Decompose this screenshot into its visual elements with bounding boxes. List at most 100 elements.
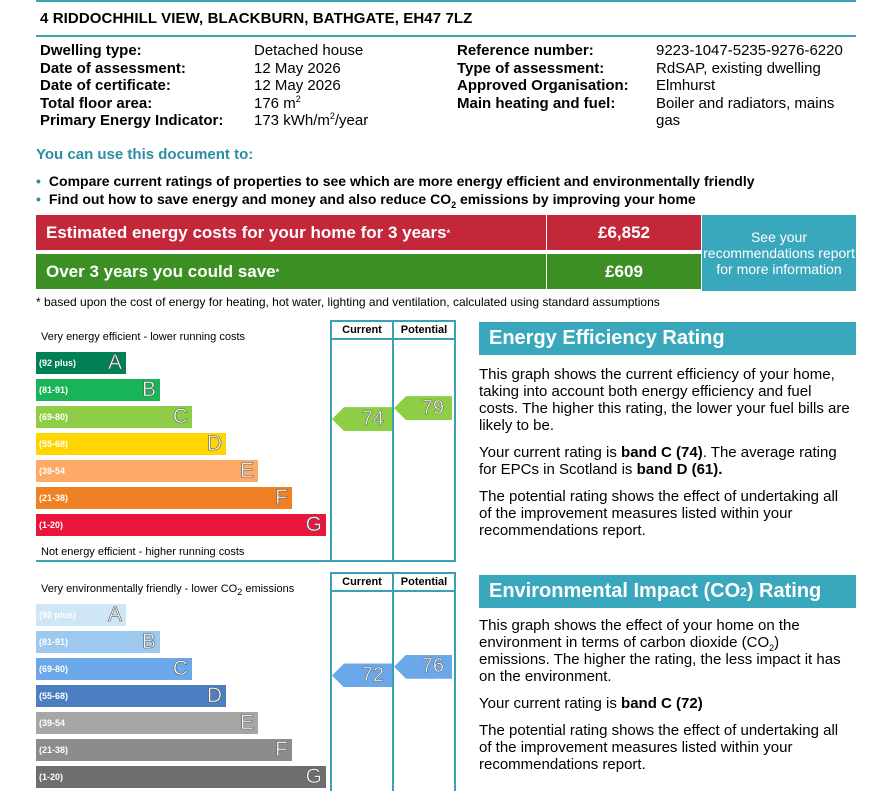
band-f: (21-38) F <box>36 738 292 762</box>
band-range: (69-80) <box>39 412 69 422</box>
energy-efficiency-text: This graph shows the current efficiency … <box>479 366 854 549</box>
eer-paragraph: Your current rating is band C (74). The … <box>479 444 837 478</box>
band-letter: D <box>206 432 223 456</box>
use-document-title: You can use this document to: <box>36 146 254 163</box>
assessment-type-value: RdSAP, existing dwelling <box>656 59 821 77</box>
band-range: (69-80) <box>39 664 69 674</box>
certificate-date-label: Date of certificate: <box>40 77 171 94</box>
assessment-date-value: 12 May 2026 <box>254 59 341 77</box>
chart-divider <box>392 572 394 791</box>
band-range: (81-91) <box>39 385 69 395</box>
band-range: (55-68) <box>39 439 69 449</box>
band-range: (21-38) <box>39 745 69 755</box>
current-column-header: Current <box>342 576 382 588</box>
band-letter: C <box>172 405 189 429</box>
band-range: (39-54 <box>39 718 66 728</box>
approved-org-label: Approved Organisation: <box>457 77 629 94</box>
band-range: (81-91) <box>39 637 69 647</box>
assessment-date-label: Date of assessment: <box>40 59 186 77</box>
details-right: Reference number: Type of assessment: Ap… <box>457 42 629 112</box>
band-letter: F <box>275 738 288 762</box>
approved-org-value: Elmhurst <box>656 77 716 94</box>
floor-area-value: 176 m2 <box>254 93 301 112</box>
cost-footnote: * based upon the cost of energy for heat… <box>36 295 660 309</box>
chart-divider <box>330 320 332 562</box>
detail-row: Dwelling type: <box>40 42 223 60</box>
environmental-impact-chart: Current Potential Very environmentally f… <box>36 572 456 791</box>
use-bullets: • Compare current ratings of properties t… <box>36 172 755 209</box>
band-range: (39-54 <box>39 466 66 476</box>
potential-rating-arrow: 79 <box>394 396 452 421</box>
band-letter: F <box>275 486 288 510</box>
estimated-cost-label-bar: Estimated energy costs for your home for… <box>36 215 546 250</box>
save-label-bar: Over 3 years you could save * <box>36 254 546 289</box>
chart-top-label: Very environmentally friendly - lower CO… <box>41 583 295 598</box>
band-letter: C <box>172 657 189 681</box>
band-e: (39-54 E <box>36 459 258 483</box>
heating-fuel-value: Boiler and radiators, mains <box>656 94 835 112</box>
reference-number-value: 9223-1047-5235-9276-6220 <box>656 42 843 59</box>
band-range: (92 plus) <box>39 358 77 368</box>
chart-divider <box>392 320 394 562</box>
band-range: (21-38) <box>39 493 69 503</box>
detail-row: Total floor area: <box>40 95 223 113</box>
heating-fuel-value-line2: gas <box>656 112 681 129</box>
band-letter: G <box>305 765 322 789</box>
band-g: (1-20) G <box>36 513 326 537</box>
band-e: (39-54 E <box>36 711 258 735</box>
dwelling-type-value: Detached house <box>254 42 364 59</box>
save-value: £609 <box>547 254 701 289</box>
band-f: (21-38) F <box>36 486 292 510</box>
floor-area-label: Total floor area: <box>40 94 153 112</box>
band-d: (55-68) D <box>36 432 226 456</box>
eir-paragraph: Your current rating is band C (72) <box>479 695 703 712</box>
bullet-item: • Compare current ratings of properties t… <box>36 173 755 189</box>
assessment-type-label: Type of assessment: <box>457 59 605 77</box>
property-address: 4 RIDDOCHHILL VIEW, BLACKBURN, BATHGATE,… <box>40 10 473 27</box>
band-letter: D <box>206 684 223 708</box>
estimated-cost-value: £6,852 <box>547 215 701 250</box>
eer-paragraph: The potential rating shows the effect of… <box>479 488 839 539</box>
details-left: Dwelling type: Date of assessment: Date … <box>40 42 223 130</box>
detail-row: Date of assessment: <box>40 60 223 78</box>
eir-paragraph: The potential rating shows the effect of… <box>479 722 839 773</box>
chart-top-label: Very energy efficient - lower running co… <box>41 331 246 343</box>
details-right-values: 9223-1047-5235-9276-6220 RdSAP, existing… <box>656 42 843 130</box>
band-letter: A <box>107 603 123 627</box>
band-c: (69-80) C <box>36 405 192 429</box>
current-column-header: Current <box>342 324 382 336</box>
band-letter: B <box>141 630 157 654</box>
band-a: (92 plus) A <box>36 603 126 627</box>
primary-energy-label: Primary Energy Indicator: <box>40 112 224 129</box>
chart-divider <box>454 572 456 791</box>
detail-row: Date of certificate: <box>40 77 223 95</box>
band-c: (69-80) C <box>36 657 192 681</box>
band-range: (1-20) <box>39 520 64 530</box>
energy-efficiency-title: Energy Efficiency Rating <box>479 322 856 355</box>
address-rule <box>36 35 856 37</box>
band-d: (55-68) D <box>36 684 226 708</box>
potential-rating-arrow: 76 <box>394 654 452 679</box>
band-letter: A <box>107 351 123 375</box>
band-letter: B <box>141 378 157 402</box>
primary-energy-value: 173 kWh/m2/year <box>254 111 369 130</box>
band-letter: G <box>305 513 322 537</box>
dwelling-type-label: Dwelling type: <box>40 42 142 59</box>
see-recommendations-box: See your recommendations report for more… <box>702 215 856 291</box>
band-a: (92 plus) A <box>36 351 126 375</box>
potential-column-header: Potential <box>400 324 448 336</box>
chart-bottom-label: Not energy efficient - higher running co… <box>41 546 245 558</box>
chart-divider <box>454 320 456 562</box>
band-g: (1-20) G <box>36 765 326 789</box>
environmental-impact-text: This graph shows the effect of your home… <box>479 617 854 783</box>
current-rating-arrow: 72 <box>332 663 392 688</box>
detail-row: Primary Energy Indicator: <box>40 112 223 130</box>
band-range: (92 plus) <box>39 610 77 620</box>
band-letter: E <box>239 711 255 735</box>
band-letter: E <box>239 459 255 483</box>
eir-paragraph: This graph shows the effect of your home… <box>479 617 841 685</box>
band-b: (81-91) B <box>36 630 160 654</box>
chart-bottom-rule <box>36 560 456 562</box>
certificate-date-value: 12 May 2026 <box>254 77 341 94</box>
current-rating-arrow: 74 <box>332 407 392 432</box>
